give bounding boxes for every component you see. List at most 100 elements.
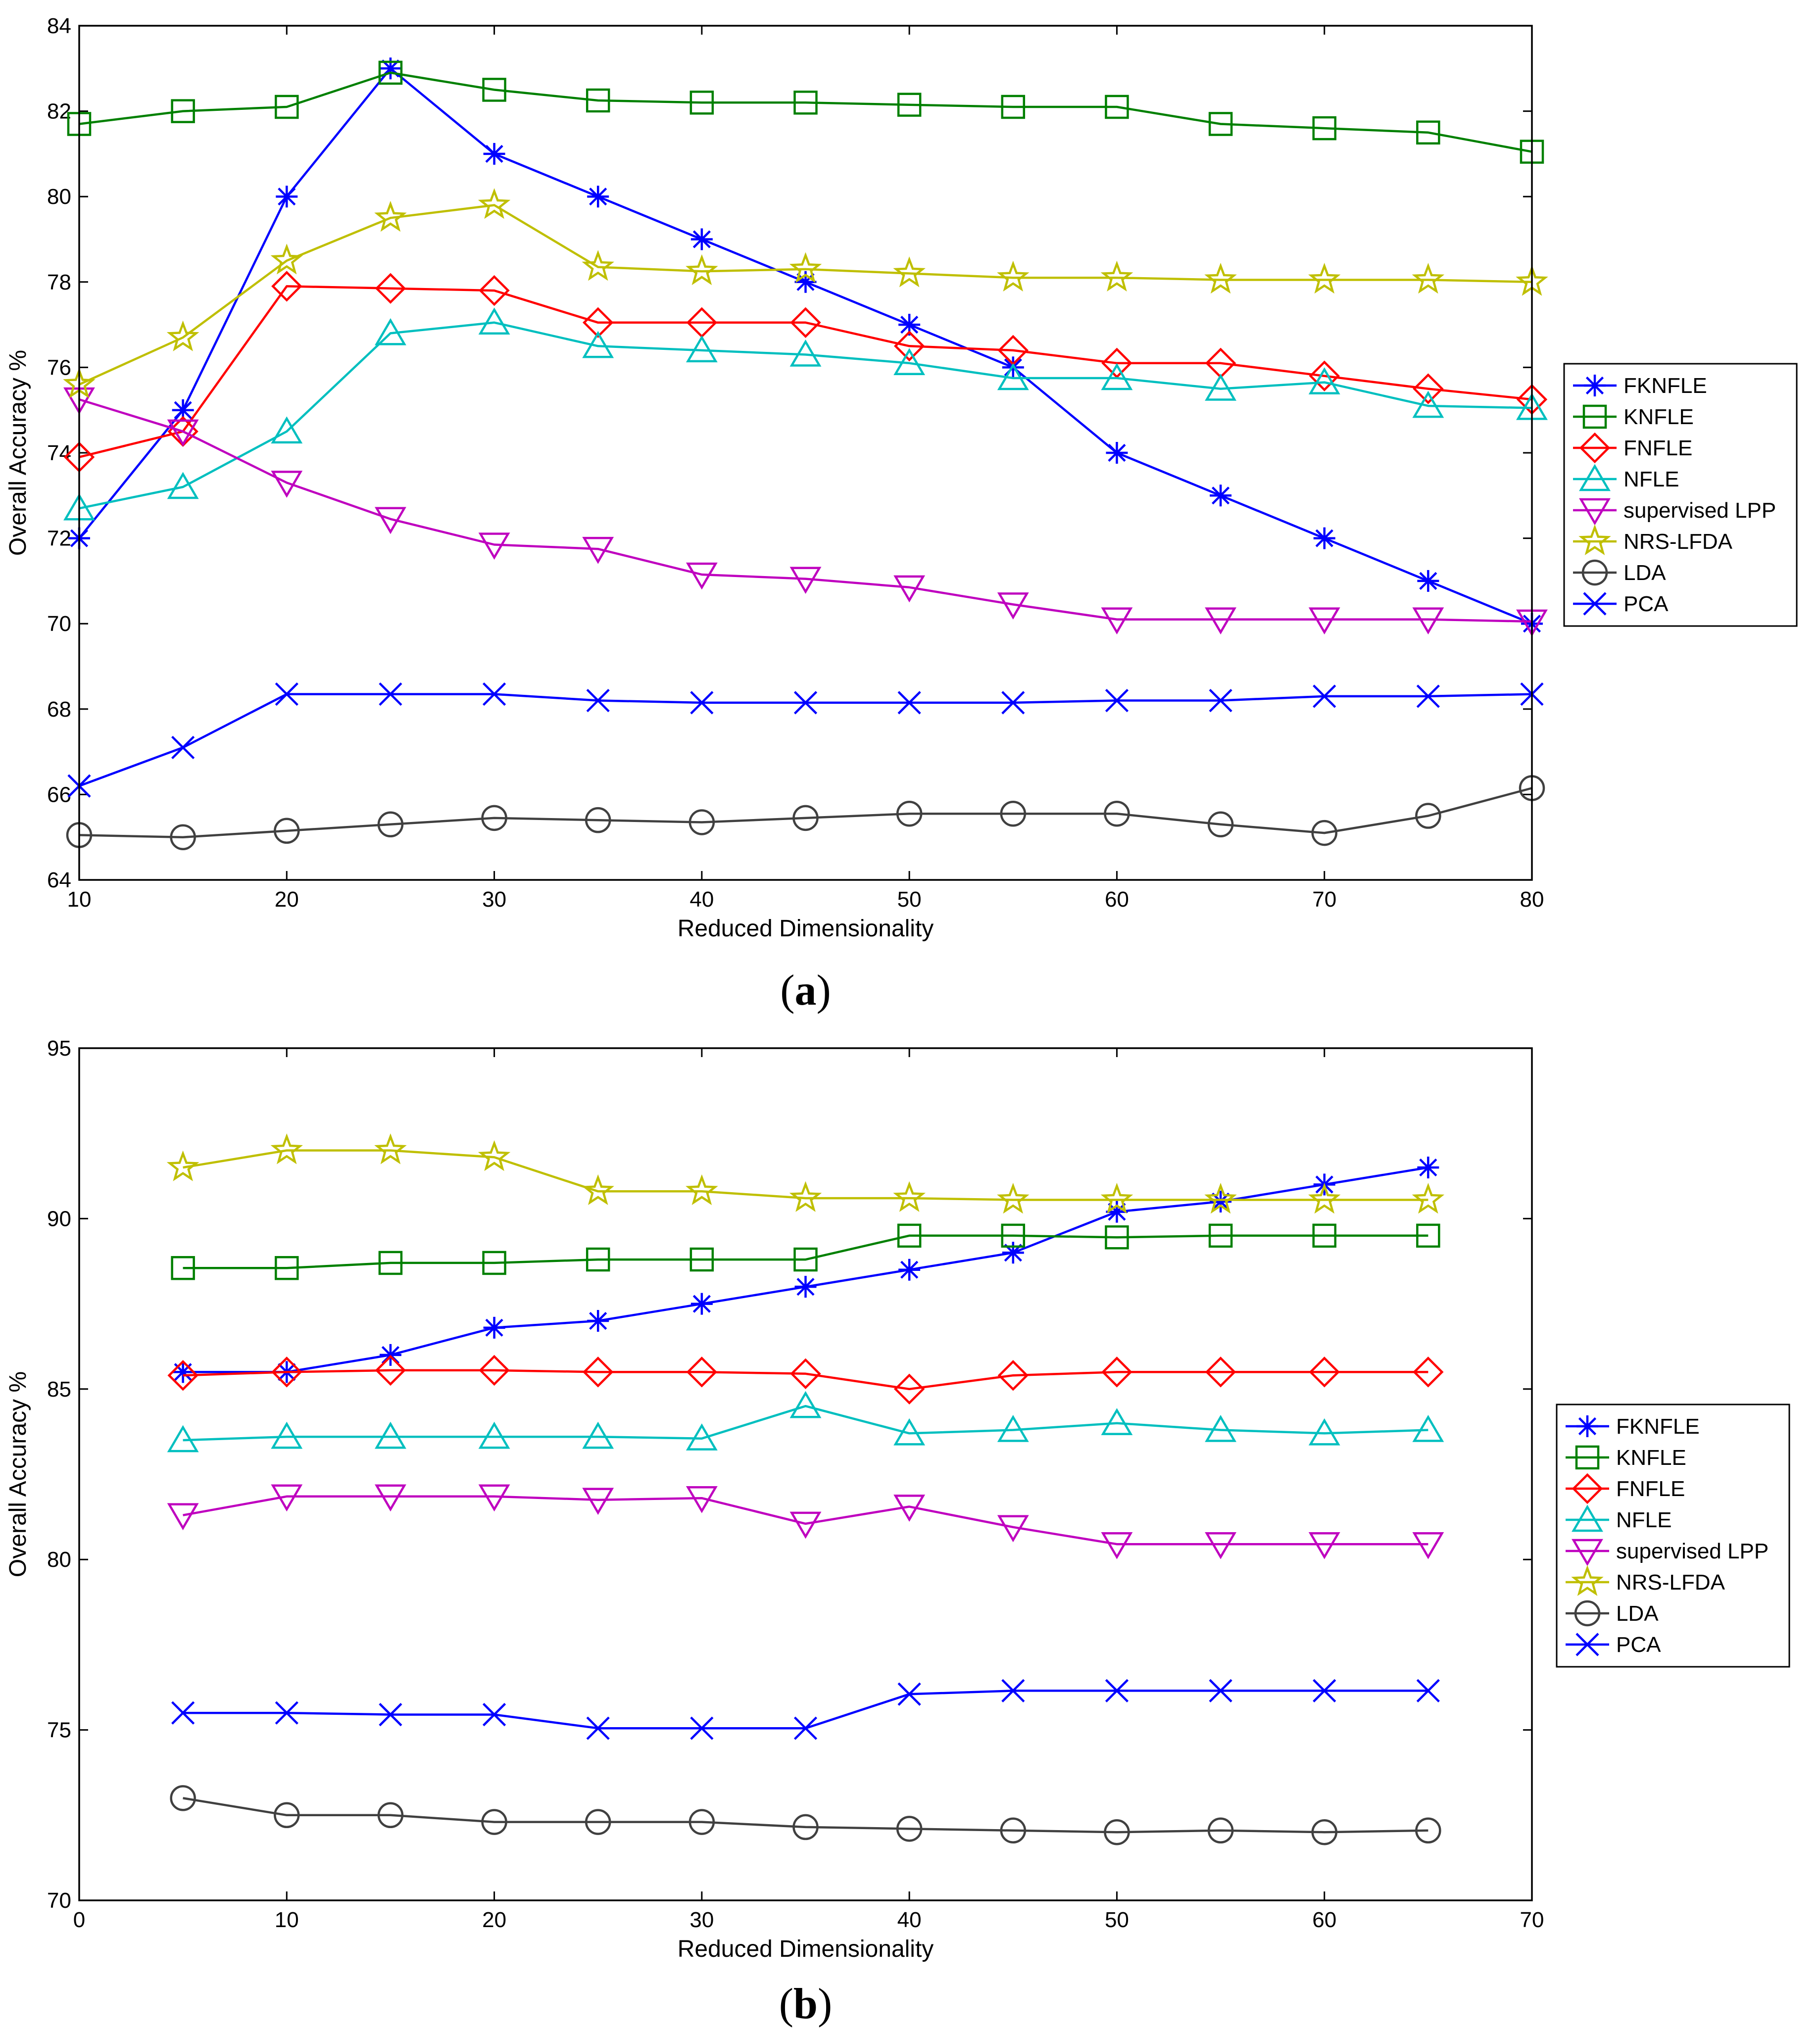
data-point-lda: [1415, 803, 1441, 829]
data-point-nfle: [582, 1421, 614, 1449]
data-point-nfle: [1205, 374, 1236, 401]
data-point-knfle: [586, 1247, 610, 1272]
series-supervised-lpp: [167, 1484, 1444, 1559]
data-point-fknfle: [587, 186, 609, 208]
legend-box: [1556, 1404, 1790, 1668]
data-point-fnfle: [997, 1360, 1029, 1391]
data-point-nfle: [686, 1423, 718, 1451]
x-tick-label: 10: [275, 1908, 299, 1932]
legend-label-knfle: KNFLE: [1623, 405, 1694, 429]
y-tick-label: 68: [47, 697, 71, 722]
legend-entry-fnfle: FNFLE: [1566, 1473, 1685, 1504]
data-point-fknfle: [172, 1361, 194, 1383]
data-point-lda: [689, 1809, 715, 1835]
x-tick-label: 20: [275, 887, 299, 912]
data-point-knfle: [1208, 1223, 1233, 1248]
data-point-pca: [586, 1716, 610, 1740]
data-point-lda: [1311, 820, 1337, 846]
data-point-lda: [1000, 1817, 1027, 1844]
data-point-knfle: [897, 93, 922, 117]
y-tick-label: 95: [47, 1036, 71, 1061]
data-point-nrs-lfda: [478, 1140, 511, 1171]
legend-label-supervised-lpp: supervised LPP: [1616, 1539, 1769, 1563]
panel-caption: (a): [780, 967, 831, 1015]
data-point-supervised-lpp: [1308, 607, 1340, 635]
data-point-nfle: [686, 335, 718, 363]
data-point-nrs-lfda: [789, 1181, 822, 1212]
data-point-nrs-lfda: [1100, 1183, 1133, 1214]
data-point-knfle: [689, 1247, 714, 1272]
data-point-nrs-lfda: [478, 188, 511, 219]
data-point-supervised-lpp: [1205, 607, 1236, 635]
series-knfle: [67, 60, 1544, 164]
data-point-supervised-lpp: [1412, 1532, 1444, 1559]
data-point-fknfle: [1210, 484, 1232, 507]
legend-entry-supervised-lpp: supervised LPP: [1573, 498, 1776, 526]
data-point-nrs-lfda: [1100, 260, 1133, 291]
legend-label-fknfle: FKNFLE: [1623, 374, 1707, 398]
series-line-lda: [183, 1797, 1428, 1834]
plot-area: [79, 1048, 1532, 1900]
data-point-fnfle: [1413, 373, 1444, 404]
data-point-fknfle: [794, 271, 817, 293]
data-point-nrs-lfda: [1308, 1183, 1341, 1214]
data-point-lda: [170, 824, 196, 850]
legend-box: [1563, 363, 1798, 627]
data-point-lda: [1207, 811, 1234, 838]
data-point-lda: [377, 811, 404, 838]
data-point-fknfle: [1417, 570, 1439, 592]
data-point-fknfle: [898, 1259, 921, 1281]
caption-open: (: [779, 1980, 793, 2028]
data-point-knfle: [1208, 112, 1233, 136]
legend-label-pca: PCA: [1616, 1633, 1661, 1657]
series-line-knfle: [79, 71, 1532, 153]
data-point-fnfle: [583, 307, 614, 338]
series-nfle: [63, 307, 1548, 521]
x-tick-label: 80: [1520, 887, 1544, 912]
data-point-nfle: [997, 363, 1029, 390]
data-point-supervised-lpp: [1308, 1532, 1340, 1559]
data-point-fnfle: [167, 1360, 198, 1391]
data-point-fnfle: [1101, 1356, 1132, 1388]
legend-entry-supervised-lpp: supervised LPP: [1566, 1539, 1769, 1566]
x-tick-label: 50: [1105, 1908, 1129, 1932]
legend: FKNFLE KNFLE FNFLE NFLE supervised LPP NRS-LF…: [1563, 363, 1798, 627]
x-axis-label: Reduced Dimensionality: [678, 916, 934, 942]
legend-marker-fnfle: [1572, 1473, 1603, 1504]
data-point-knfle: [586, 88, 610, 113]
x-tick-label: 60: [1312, 1908, 1336, 1932]
data-point-supervised-lpp: [1205, 1532, 1236, 1559]
legend-marker-knfle: [1575, 1445, 1600, 1470]
data-point-pca: [171, 1701, 195, 1725]
data-point-lda: [585, 807, 611, 833]
data-point-nfle: [1308, 367, 1340, 394]
data-point-fnfle: [1205, 1356, 1236, 1388]
legend-entry-fknfle: FKNFLE: [1573, 374, 1707, 398]
data-point-fknfle: [172, 399, 194, 421]
caption-close: ): [818, 1980, 832, 2028]
data-point-lda: [1415, 1817, 1441, 1844]
data-point-knfle: [1105, 95, 1129, 119]
data-point-knfle: [1416, 120, 1440, 145]
legend-marker-supervised-lpp: [1579, 498, 1611, 526]
data-point-supervised-lpp: [271, 471, 303, 498]
data-point-supervised-lpp: [582, 536, 614, 564]
data-point-supervised-lpp: [375, 507, 406, 534]
legend-marker-fknfle: [1576, 1415, 1598, 1437]
y-tick-label: 80: [47, 185, 71, 209]
data-point-supervised-lpp: [789, 1511, 822, 1539]
y-tick-label: 70: [47, 1888, 71, 1913]
data-point-fnfle: [271, 271, 302, 302]
y-tick-label: 66: [47, 782, 71, 807]
data-point-knfle: [1312, 1223, 1336, 1248]
data-point-nrs-lfda: [1204, 263, 1237, 294]
data-point-nfle: [1412, 390, 1444, 418]
data-point-pca: [897, 691, 921, 715]
series-line-fnfle: [79, 285, 1532, 458]
data-point-knfle: [171, 99, 195, 123]
legend-label-nrs-lfda: NRS-LFDA: [1623, 530, 1733, 554]
data-point-nfle: [271, 1421, 303, 1449]
data-point-nrs-lfda: [582, 250, 614, 281]
x-tick-label: 30: [689, 1908, 714, 1932]
data-point-supervised-lpp: [686, 562, 718, 590]
